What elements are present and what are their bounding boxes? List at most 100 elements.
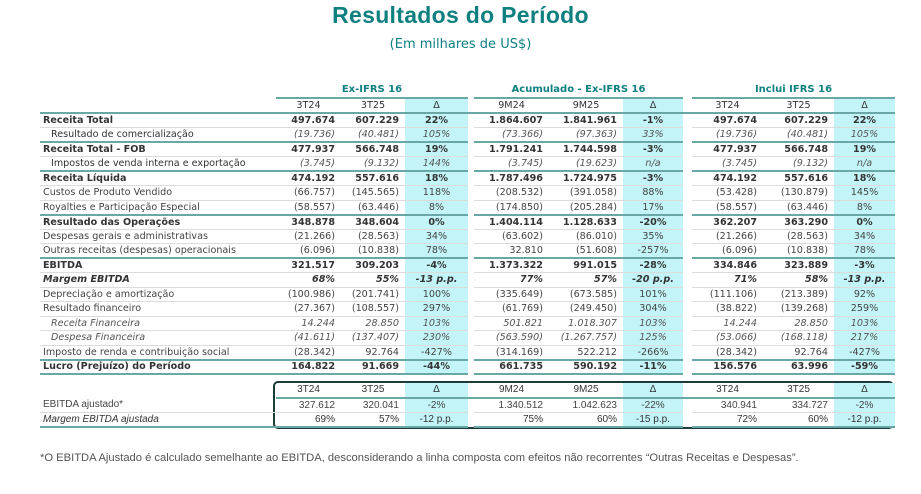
value-cell: (21.266) bbox=[692, 229, 763, 244]
delta-value: -13 p.p. bbox=[405, 272, 468, 288]
delta-value: 259% bbox=[834, 301, 895, 317]
value-cell: (19.736) bbox=[692, 127, 763, 143]
column-header-row: 3T24 3T25 Δ 9M24 9M25 Δ 3T24 3T25 Δ bbox=[40, 383, 895, 399]
column-gap bbox=[683, 360, 692, 375]
value-cell: 164.822 bbox=[276, 358, 341, 375]
delta-value: -20 p.p. bbox=[623, 272, 683, 288]
column-header: 3T25 bbox=[341, 383, 405, 399]
value-cell: (249.450) bbox=[549, 301, 623, 317]
column-gap bbox=[683, 157, 692, 172]
delta-value: -22% bbox=[623, 397, 683, 413]
value-cell: (139.268) bbox=[763, 301, 834, 317]
value-cell: (174.850) bbox=[474, 200, 549, 215]
delta-value: 297% bbox=[405, 301, 468, 317]
delta-value: -20% bbox=[623, 213, 683, 230]
value-cell: (201.741) bbox=[341, 287, 405, 302]
row-label: Receita Total bbox=[40, 112, 276, 128]
column-header: 3T24 bbox=[692, 98, 763, 114]
table-row: Receita Total - FOB 477.937 566.748 19% 1.79… bbox=[40, 141, 895, 157]
value-cell: 362.207 bbox=[692, 213, 763, 230]
value-cell: 1.404.114 bbox=[474, 213, 549, 230]
value-cell: 991.015 bbox=[549, 257, 623, 273]
column-gap bbox=[683, 128, 692, 143]
value-cell: (61.769) bbox=[474, 301, 549, 317]
delta-value: 101% bbox=[623, 287, 683, 302]
delta-value: n/a bbox=[834, 156, 895, 172]
delta-value: 34% bbox=[834, 229, 895, 244]
column-header: 9M24 bbox=[474, 383, 549, 399]
value-cell: (19.736) bbox=[276, 127, 341, 143]
value-cell: 557.616 bbox=[763, 170, 834, 186]
table-row: Outras receitas (despesas) operacionais (… bbox=[40, 243, 895, 259]
value-cell: (28.342) bbox=[276, 345, 341, 360]
delta-value: 144% bbox=[405, 156, 468, 172]
delta-value: 33% bbox=[623, 127, 683, 143]
value-cell: (53.428) bbox=[692, 185, 763, 201]
delta-value: -266% bbox=[623, 345, 683, 360]
column-gap bbox=[683, 82, 692, 98]
value-cell: 14.244 bbox=[276, 316, 341, 331]
delta-value: 18% bbox=[834, 170, 895, 186]
value-cell: 497.674 bbox=[692, 112, 763, 128]
value-cell: 1.791.241 bbox=[474, 141, 549, 157]
value-cell: 501.821 bbox=[474, 316, 549, 331]
delta-value: 304% bbox=[623, 301, 683, 317]
row-label: Margem EBITDA bbox=[40, 272, 276, 288]
delta-value: 0% bbox=[834, 213, 895, 230]
value-cell: (563.590) bbox=[474, 330, 549, 346]
value-cell: (314.169) bbox=[474, 345, 549, 360]
value-cell: (53.066) bbox=[692, 330, 763, 346]
value-cell: 75% bbox=[474, 412, 549, 428]
value-cell: (205.284) bbox=[549, 200, 623, 215]
column-header: Δ bbox=[405, 98, 468, 114]
value-cell: 57% bbox=[549, 272, 623, 288]
delta-value: 34% bbox=[405, 229, 468, 244]
column-header: 9M24 bbox=[474, 98, 549, 114]
value-cell: (63.446) bbox=[763, 200, 834, 215]
value-cell: 474.192 bbox=[276, 170, 341, 186]
value-cell: (9.132) bbox=[341, 156, 405, 172]
value-cell: 1.018.307 bbox=[549, 316, 623, 331]
column-header: 3T24 bbox=[692, 383, 763, 399]
row-label: Outras receitas (despesas) operacionais bbox=[40, 243, 276, 259]
value-cell: 566.748 bbox=[341, 141, 405, 157]
delta-value: 18% bbox=[405, 170, 468, 186]
row-label: Receita Financeira bbox=[40, 316, 276, 331]
delta-value: 103% bbox=[405, 316, 468, 331]
table-row: Resultado das Operações 348.878 348.604 0% 1… bbox=[40, 213, 895, 230]
delta-value: 103% bbox=[834, 316, 895, 331]
page-subtitle: (Em milhares de US$) bbox=[389, 37, 532, 52]
value-cell: 63.996 bbox=[763, 358, 834, 375]
row-label: Depreciação e amortização bbox=[40, 287, 276, 302]
value-cell: (3.745) bbox=[692, 156, 763, 172]
table-row: Despesa Financeira (41.611) (137.407) 230% (… bbox=[40, 330, 895, 346]
value-cell: (41.611) bbox=[276, 330, 341, 346]
column-header: 3T25 bbox=[763, 98, 834, 114]
row-label: Imposto de renda e contribuição social bbox=[40, 345, 276, 360]
row-label: Resultado de comercialização bbox=[40, 127, 276, 143]
value-cell: 334.727 bbox=[763, 397, 834, 413]
value-cell: (63.602) bbox=[474, 229, 549, 244]
value-cell: 474.192 bbox=[692, 170, 763, 186]
blank-cell bbox=[40, 383, 276, 398]
delta-value: -3% bbox=[834, 257, 895, 273]
delta-value: 118% bbox=[405, 185, 468, 201]
value-cell: (100.986) bbox=[276, 287, 341, 302]
row-label: Impostos de venda interna e exportação bbox=[40, 156, 276, 172]
value-cell: (137.407) bbox=[341, 330, 405, 346]
group-title: Ex-IFRS 16 bbox=[276, 82, 468, 99]
row-label: Custos de Produto Vendido bbox=[40, 185, 276, 201]
group-header-row: Ex-IFRS 16 Acumulado - Ex-IFRS 16 Inclui I… bbox=[40, 82, 895, 99]
column-gap bbox=[683, 398, 692, 413]
delta-value: 8% bbox=[834, 200, 895, 215]
row-label: Receita Total - FOB bbox=[40, 141, 276, 157]
value-cell: (6.096) bbox=[692, 243, 763, 259]
value-cell: 32.810 bbox=[474, 243, 549, 259]
value-cell: (51.608) bbox=[549, 243, 623, 259]
delta-value: 105% bbox=[405, 127, 468, 143]
table-row: Lucro (Prejuízo) do Período 164.822 91.669… bbox=[40, 358, 895, 375]
value-cell: (3.745) bbox=[276, 156, 341, 172]
value-cell: (168.118) bbox=[763, 330, 834, 346]
value-cell: 607.229 bbox=[763, 112, 834, 128]
value-cell: (213.389) bbox=[763, 287, 834, 302]
